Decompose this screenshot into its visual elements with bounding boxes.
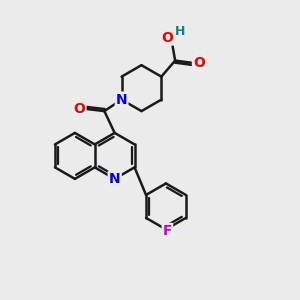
Text: H: H (175, 25, 185, 38)
Text: O: O (193, 56, 205, 70)
Text: O: O (161, 31, 173, 44)
Text: N: N (109, 172, 121, 186)
Text: N: N (116, 93, 127, 106)
Text: N: N (109, 172, 121, 186)
Text: O: O (74, 102, 86, 116)
Text: F: F (163, 224, 172, 238)
